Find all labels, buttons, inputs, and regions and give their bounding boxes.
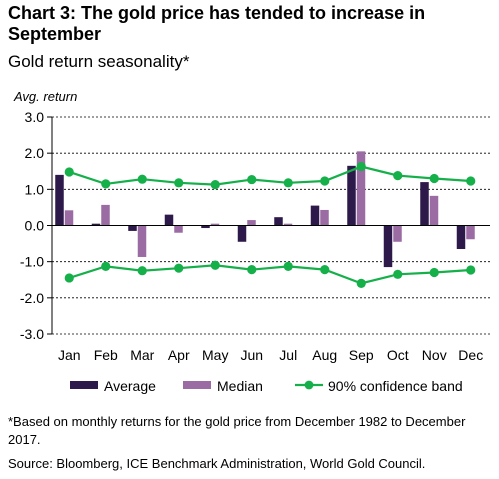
bar-average-sep — [347, 165, 356, 226]
confidence-band-lower-point — [320, 265, 330, 275]
legend-label-median: Median — [217, 378, 263, 394]
confidence-band-upper-point — [466, 176, 476, 186]
confidence-band-lower-point — [429, 267, 439, 278]
x-tick-label-sep: Sep — [349, 347, 374, 363]
y-tick-label: 1.0 — [25, 181, 45, 197]
confidence-band-lower-point — [210, 260, 220, 270]
bar-median-jun — [247, 220, 256, 226]
y-tick-label: 3.0 — [25, 109, 45, 125]
bar-median-apr — [174, 225, 183, 233]
legend-swatch-confidence-marker — [304, 380, 314, 390]
bar-average-jul — [274, 217, 283, 226]
confidence-band-upper-point — [174, 178, 184, 188]
footnote: *Based on monthly returns for the gold p… — [8, 414, 466, 447]
bar-average-jan — [55, 174, 64, 226]
bar-median-aug — [320, 209, 329, 226]
confidence-band-lower-point — [356, 278, 366, 288]
y-tick-label: 2.0 — [25, 145, 45, 161]
x-tick-label-jan: Jan — [58, 347, 81, 363]
x-tick-label-oct: Oct — [387, 347, 409, 363]
confidence-band-upper-point — [101, 179, 111, 189]
legend-swatch-median — [183, 381, 211, 389]
y-axis-label: Avg. return — [13, 89, 77, 104]
x-tick-label-jun: Jun — [240, 347, 263, 363]
confidence-band-upper-point — [283, 178, 293, 188]
x-tick-label-aug: Aug — [312, 347, 337, 363]
bar-average-nov — [420, 182, 429, 226]
confidence-band-lower-line — [68, 264, 471, 285]
legend-label-confidence-band: 90% confidence band — [328, 378, 463, 394]
confidence-band-upper-point — [320, 176, 330, 186]
bar-median-oct — [393, 225, 402, 242]
bar-average-mar — [128, 225, 137, 231]
confidence-band-upper-point — [429, 173, 439, 184]
chart-area: Avg. return 3.0 2.0 1.0 0.0 -1.0 -2.0 -3.0 Jan… — [13, 89, 490, 394]
confidence-band-upper-point — [64, 167, 74, 177]
legend-swatch-average — [70, 381, 98, 389]
confidence-band-lower-point — [137, 266, 147, 276]
bar-average-aug — [310, 205, 320, 226]
chart-subtitle: Gold return seasonality* — [8, 52, 190, 71]
confidence-band-upper-point — [247, 174, 257, 185]
bar-median-sep — [356, 151, 366, 226]
confidence-band-upper-point — [137, 174, 147, 184]
bar-average-jun — [237, 225, 247, 242]
confidence-band-upper-point — [356, 161, 366, 172]
confidence-band-lower-point — [101, 261, 111, 271]
bar-average-may — [201, 225, 210, 229]
bar-median-may — [210, 223, 220, 226]
confidence-band-upper-point — [210, 180, 220, 190]
x-tick-label-nov: Nov — [422, 347, 447, 363]
bar-median-jul — [283, 223, 293, 226]
y-tick-label: -3.0 — [20, 326, 44, 342]
bar-median-jan — [64, 210, 74, 226]
x-tick-label-may: May — [202, 347, 228, 363]
x-tick-label-dec: Dec — [458, 347, 483, 363]
y-tick-label: -2.0 — [20, 290, 44, 306]
x-tick-label-feb: Feb — [94, 347, 118, 363]
confidence-band-upper-line — [68, 165, 471, 186]
chart-title: Chart 3: The gold price has tended to in… — [8, 3, 426, 44]
y-tick-label: 0.0 — [25, 218, 45, 234]
bar-average-feb — [91, 223, 101, 226]
x-tick-label-mar: Mar — [130, 347, 154, 363]
legend-label-average: Average — [104, 378, 156, 394]
bar-average-dec — [456, 225, 466, 250]
confidence-band-upper-point — [393, 170, 403, 181]
x-tick-label-jul: Jul — [279, 347, 297, 363]
confidence-band-lower-point — [393, 269, 403, 279]
bar-median-nov — [429, 195, 439, 226]
bar-median-feb — [101, 204, 110, 226]
bar-average-apr — [164, 214, 174, 226]
x-tick-label-apr: Apr — [168, 347, 190, 363]
y-tick-label: -1.0 — [20, 254, 44, 270]
confidence-band-lower-point — [283, 261, 293, 271]
confidence-band-lower-point — [64, 273, 74, 283]
bar-average-oct — [383, 225, 393, 268]
source-note: Source: Bloomberg, ICE Benchmark Adminis… — [8, 456, 426, 471]
bar-median-mar — [137, 225, 147, 257]
confidence-band-lower-point — [466, 265, 476, 275]
bar-median-dec — [466, 225, 475, 240]
confidence-band-lower-point — [174, 263, 184, 273]
confidence-band-lower-point — [247, 265, 257, 275]
